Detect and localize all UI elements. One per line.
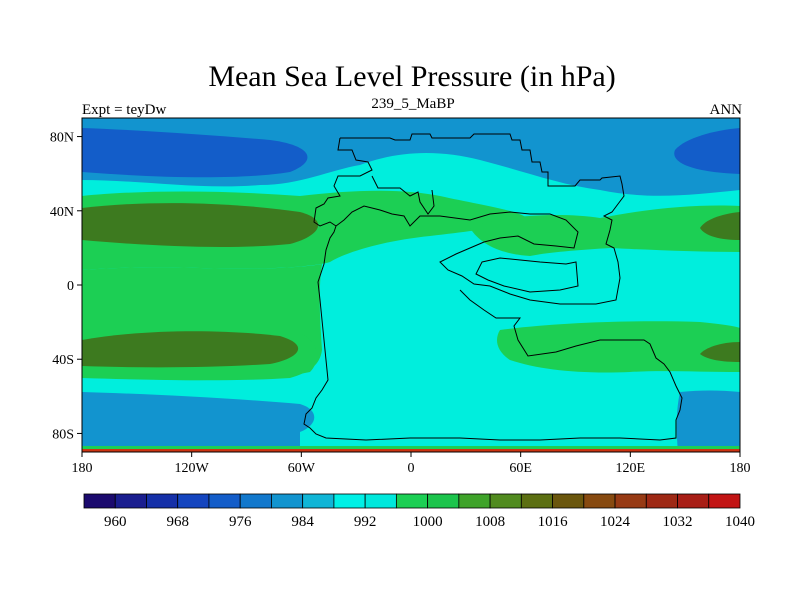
lat-tick-label: 40S (52, 353, 74, 368)
experiment-label: Expt = teyDw (82, 102, 167, 118)
colorbar-label: 1040 (725, 514, 755, 530)
colorbar-swatch (583, 493, 616, 509)
coastline-north-coast (371, 175, 435, 215)
south-low-west (82, 392, 315, 452)
lon-tick-label: 60E (509, 461, 532, 476)
colorbar-label: 968 (166, 514, 189, 530)
colorbar-swatch (645, 493, 678, 509)
south-high-band-east (497, 321, 740, 373)
lat-tick-label: 80N (50, 131, 74, 146)
map-title: Mean Sea Level Pressure (in hPa) (208, 60, 616, 93)
lat-tick-label: 80S (52, 427, 74, 442)
lat-tick-label: 0 (67, 279, 74, 294)
season-label: ANN (709, 102, 743, 118)
colorbar-swatch (271, 493, 304, 509)
colorbar-swatch (239, 493, 272, 509)
coastline-inner-loop (475, 257, 579, 293)
colorbar-swatch (208, 493, 241, 509)
colorbar-label: 1024 (600, 514, 631, 530)
coastlines (303, 133, 683, 441)
colorbar-swatch (677, 493, 710, 509)
lon-tick-label: 60W (288, 461, 316, 476)
lat-tick-label: 40N (50, 205, 74, 220)
colorbar-swatch (146, 493, 179, 509)
north-high-core (82, 203, 319, 247)
lon-tick-label: 180 (72, 461, 93, 476)
colorbar-label: 1016 (538, 514, 569, 530)
colorbar-label: 976 (229, 514, 252, 530)
north-low-band (82, 118, 740, 196)
colorbar-label: 992 (354, 514, 377, 530)
colorbar-label: 984 (291, 514, 314, 530)
time-label: 239_5_MaBP (371, 96, 455, 112)
colorbar-swatch (302, 493, 335, 509)
south-high-core (82, 331, 299, 368)
colorbar-swatch (364, 493, 397, 509)
colorbar-label: 1008 (475, 514, 505, 530)
lon-tick-label: 120W (175, 461, 210, 476)
lon-tick-label: 0 (408, 461, 415, 476)
colorbar-swatch (708, 493, 741, 509)
colorbar-label: 1032 (663, 514, 693, 530)
coastline-arctic (313, 137, 373, 227)
colorbar-swatch (614, 493, 647, 509)
colorbar-swatch (520, 493, 553, 509)
colorbar-swatch (458, 493, 491, 509)
south-low-east (676, 390, 740, 452)
south-east-high-core (700, 342, 740, 362)
colorbar-swatch (552, 493, 585, 509)
colorbar-swatch (83, 493, 116, 509)
colorbar-swatch (177, 493, 210, 509)
pressure-field (82, 118, 740, 452)
north-high-band-east (470, 205, 740, 256)
colorbar-swatch (395, 493, 429, 509)
latitude-axis: 80N 40N 0 40S 80S (50, 131, 82, 442)
east-high-core (700, 212, 740, 240)
colorbar-swatch (427, 493, 460, 509)
colorbar-swatch (333, 493, 366, 509)
polar-vhigh-strip (82, 449, 740, 452)
longitude-axis: 180 120W 60W 0 60E 120E 180 (72, 452, 751, 476)
north-low-core-east (674, 128, 740, 174)
lon-tick-label: 180 (730, 461, 751, 476)
colorbar: 960 968 976 984 992 1000 1008 1016 1024 1032 1040 (83, 493, 755, 530)
colorbar-swatch (114, 493, 147, 509)
lon-tick-label: 120E (616, 461, 646, 476)
colorbar-label: 960 (104, 514, 127, 530)
north-low-core-west (82, 128, 308, 178)
colorbar-label: 1000 (413, 514, 443, 530)
coastline-main (303, 133, 683, 441)
colorbar-swatch (489, 493, 522, 509)
